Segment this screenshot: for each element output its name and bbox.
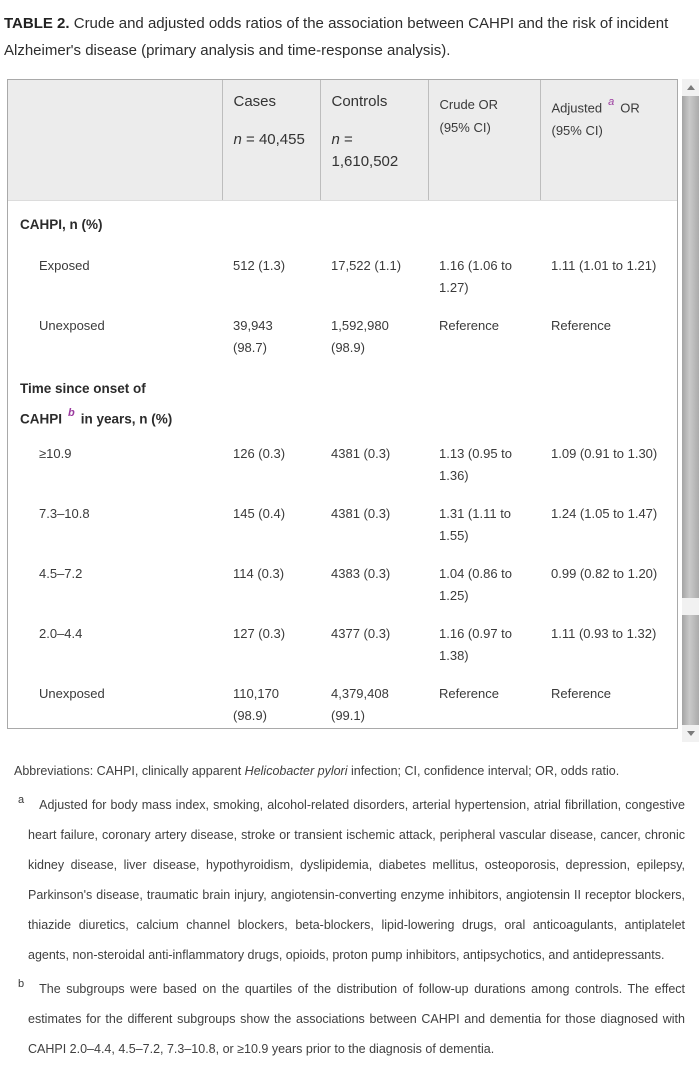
scroll-up-button[interactable]: [682, 79, 699, 96]
table-row: 4.5–7.2 114 (0.3) 4383 (0.3) 1.04 (0.86 to …: [8, 553, 677, 613]
table-header: Cases n = 40,455 Controls n = 1,610,502 …: [8, 80, 677, 201]
scrollbar-track-gap[interactable]: [682, 598, 699, 615]
section-row: CAHPI, n (%): [8, 200, 677, 245]
table-cell: 4381 (0.3): [331, 505, 391, 521]
table-cell: 110,170 (98.9): [233, 685, 280, 723]
table-cell: 1.11 (0.93 to 1.32): [551, 625, 657, 641]
table-row: 2.0–4.4 127 (0.3) 4377 (0.3) 1.16 (0.97 to …: [8, 613, 677, 673]
table-caption-text: Crude and adjusted odds ratios of the as…: [4, 15, 669, 59]
table-cell: 126 (0.3): [233, 445, 286, 461]
header-adjusted-or-ci: (95% CI): [551, 123, 603, 139]
table-cell: 1.16 (1.06 to 1.27): [439, 258, 512, 295]
footnote-b: b The subgroups were based on the quartil…: [18, 978, 685, 1057]
scroll-up-icon: [686, 85, 695, 90]
header-adjusted-or-title: Adjusted a OR: [551, 96, 640, 116]
odds-ratio-table: Cases n = 40,455 Controls n = 1,610,502 …: [8, 80, 677, 728]
header-controls-title: Controls: [331, 93, 388, 110]
scrollbar-thumb[interactable]: [682, 96, 699, 598]
table-row: Unexposed 110,170 (98.9) 4,379,408 (99.1) R…: [8, 673, 677, 728]
table-cell: 17,522 (1.1): [331, 258, 402, 273]
table-cell: 4377 (0.3): [331, 625, 391, 641]
footnote-b-marker: b: [18, 978, 25, 991]
table-row: ≥10.9 126 (0.3) 4381 (0.3) 1.13 (0.95 to 1.…: [8, 433, 677, 493]
vertical-scrollbar[interactable]: [682, 79, 699, 742]
header-cases-n: n = 40,455: [233, 131, 305, 148]
footnote-b-link[interactable]: b: [68, 407, 75, 419]
table-cell: 1.13 (0.95 to 1.36): [439, 445, 512, 483]
section-row: Time since onset of CAHPI b in years, n (%): [8, 365, 677, 433]
table-cell: 39,943 (98.7): [233, 318, 273, 355]
header-controls-n: n = 1,610,502: [331, 131, 399, 170]
table-row: Exposed 512 (1.3) 17,522 (1.1) 1.16 (1.06 t…: [8, 245, 677, 305]
table-cell: 1.11 (1.01 to 1.21): [551, 258, 657, 273]
table-cell: Reference: [551, 318, 611, 333]
table-cell: 127 (0.3): [233, 625, 286, 641]
row-label: 7.3–10.8: [39, 505, 90, 521]
header-cases: Cases n = 40,455: [221, 80, 320, 201]
table-cell: 1.09 (0.91 to 1.30): [551, 445, 658, 461]
row-label: 2.0–4.4: [39, 625, 83, 641]
table-cell: Reference: [551, 685, 611, 701]
row-label: Exposed: [39, 258, 90, 273]
table-cell: 4,379,408 (99.1): [331, 685, 389, 723]
table-cell: 1.04 (0.86 to 1.25): [439, 565, 512, 603]
table-caption-label: TABLE 2.: [4, 15, 70, 32]
table-cell: 145 (0.4): [233, 505, 286, 521]
row-label: 4.5–7.2: [39, 565, 83, 581]
table-cell: 1.31 (1.11 to 1.55): [439, 505, 512, 543]
table-cell: 114 (0.3): [233, 565, 285, 581]
table-cell: 0.99 (0.82 to 1.20): [551, 565, 658, 581]
table-cell: 512 (1.3): [233, 258, 286, 273]
table-cell: 4383 (0.3): [331, 565, 391, 581]
table-box: Cases n = 40,455 Controls n = 1,610,502 …: [7, 79, 678, 729]
footnotes: Abbreviations: CAHPI, clinically apparen…: [14, 756, 685, 1064]
footnote-a-marker: a: [18, 794, 25, 806]
table-body: CAHPI, n (%) Exposed 512 (1.3) 17,522 (1.1)…: [8, 200, 677, 728]
header-empty: [8, 80, 222, 201]
row-label: Unexposed: [39, 685, 105, 701]
abbreviations-note: Abbreviations: CAHPI, clinically apparen…: [14, 764, 620, 778]
scroll-down-button[interactable]: [682, 725, 699, 742]
table-row: Unexposed 39,943 (98.7) 1,592,980 (98.9) Re…: [8, 305, 677, 365]
table-viewer-pane: Cases n = 40,455 Controls n = 1,610,502 …: [7, 79, 699, 742]
header-crude-or-title: Crude OR: [439, 97, 499, 112]
table-cell: Reference: [439, 318, 499, 333]
scrollbar-thumb-lower[interactable]: [682, 615, 699, 725]
table-cell: 1.24 (1.05 to 1.47): [551, 505, 658, 521]
header-controls: Controls n = 1,610,502: [319, 80, 428, 201]
row-label: Unexposed: [39, 318, 105, 333]
table-caption: TABLE 2. Crude and adjusted odds ratios …: [0, 8, 692, 64]
header-cases-title: Cases: [233, 93, 277, 110]
table-row: 7.3–10.8 145 (0.4) 4381 (0.3) 1.31 (1.11 to…: [8, 493, 677, 553]
row-label: ≥10.9: [39, 445, 72, 461]
header-crude-or: Crude OR (95% CI): [427, 80, 540, 201]
scroll-down-icon: [686, 731, 695, 736]
footnote-a: a Adjusted for body mass index, smoking, …: [18, 794, 685, 963]
table-cell: 1,592,980 (98.9): [331, 318, 389, 355]
table-cell: 1.16 (0.97 to 1.38): [439, 625, 512, 663]
footnote-a-link[interactable]: a: [608, 96, 615, 108]
header-adjusted-or: Adjusted a OR (95% CI): [539, 80, 677, 201]
table-cell: Reference: [439, 685, 499, 701]
header-crude-or-ci: (95% CI): [439, 120, 491, 135]
table-cell: 4381 (0.3): [331, 445, 391, 461]
row-label: CAHPI, n (%): [20, 216, 103, 232]
row-label: Time since onset of CAHPI b in years, n (%): [20, 381, 173, 427]
